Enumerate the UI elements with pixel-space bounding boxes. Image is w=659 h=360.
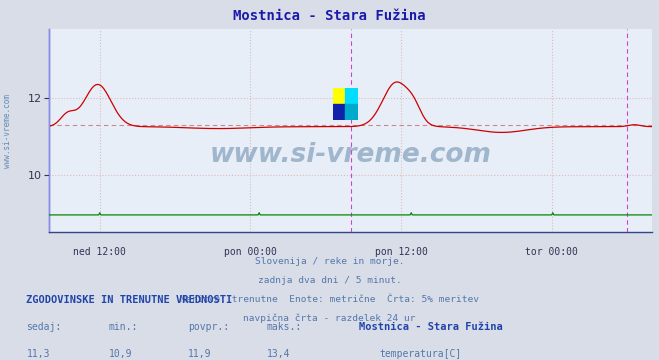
Text: ned 12:00: ned 12:00 <box>73 247 126 257</box>
Text: 13,4: 13,4 <box>267 349 291 359</box>
Text: navpična črta - razdelek 24 ur: navpična črta - razdelek 24 ur <box>243 314 416 323</box>
Text: ZGODOVINSKE IN TRENUTNE VREDNOSTI: ZGODOVINSKE IN TRENUTNE VREDNOSTI <box>26 295 233 305</box>
Text: povpr.:: povpr.: <box>188 322 229 332</box>
Text: 11,9: 11,9 <box>188 349 212 359</box>
Text: 10,9: 10,9 <box>109 349 132 359</box>
Text: zadnja dva dni / 5 minut.: zadnja dva dni / 5 minut. <box>258 276 401 285</box>
Text: temperatura[C]: temperatura[C] <box>379 349 461 359</box>
Text: Meritve: trenutne  Enote: metrične  Črta: 5% meritev: Meritve: trenutne Enote: metrične Črta: … <box>180 295 479 304</box>
Bar <box>333 88 345 104</box>
Text: www.si-vreme.com: www.si-vreme.com <box>210 142 492 168</box>
Text: pon 12:00: pon 12:00 <box>375 247 428 257</box>
Bar <box>333 104 345 120</box>
Text: Slovenija / reke in morje.: Slovenija / reke in morje. <box>255 257 404 266</box>
Text: pon 00:00: pon 00:00 <box>224 247 277 257</box>
Text: min.:: min.: <box>109 322 138 332</box>
Text: Mostnica - Stara Fužina: Mostnica - Stara Fužina <box>233 9 426 23</box>
Bar <box>345 104 358 120</box>
Text: 11,3: 11,3 <box>26 349 50 359</box>
Text: Mostnica - Stara Fužina: Mostnica - Stara Fužina <box>359 322 503 332</box>
Text: www.si-vreme.com: www.si-vreme.com <box>3 94 13 167</box>
Text: tor 00:00: tor 00:00 <box>525 247 579 257</box>
Bar <box>345 88 358 104</box>
Text: maks.:: maks.: <box>267 322 302 332</box>
Text: sedaj:: sedaj: <box>26 322 61 332</box>
